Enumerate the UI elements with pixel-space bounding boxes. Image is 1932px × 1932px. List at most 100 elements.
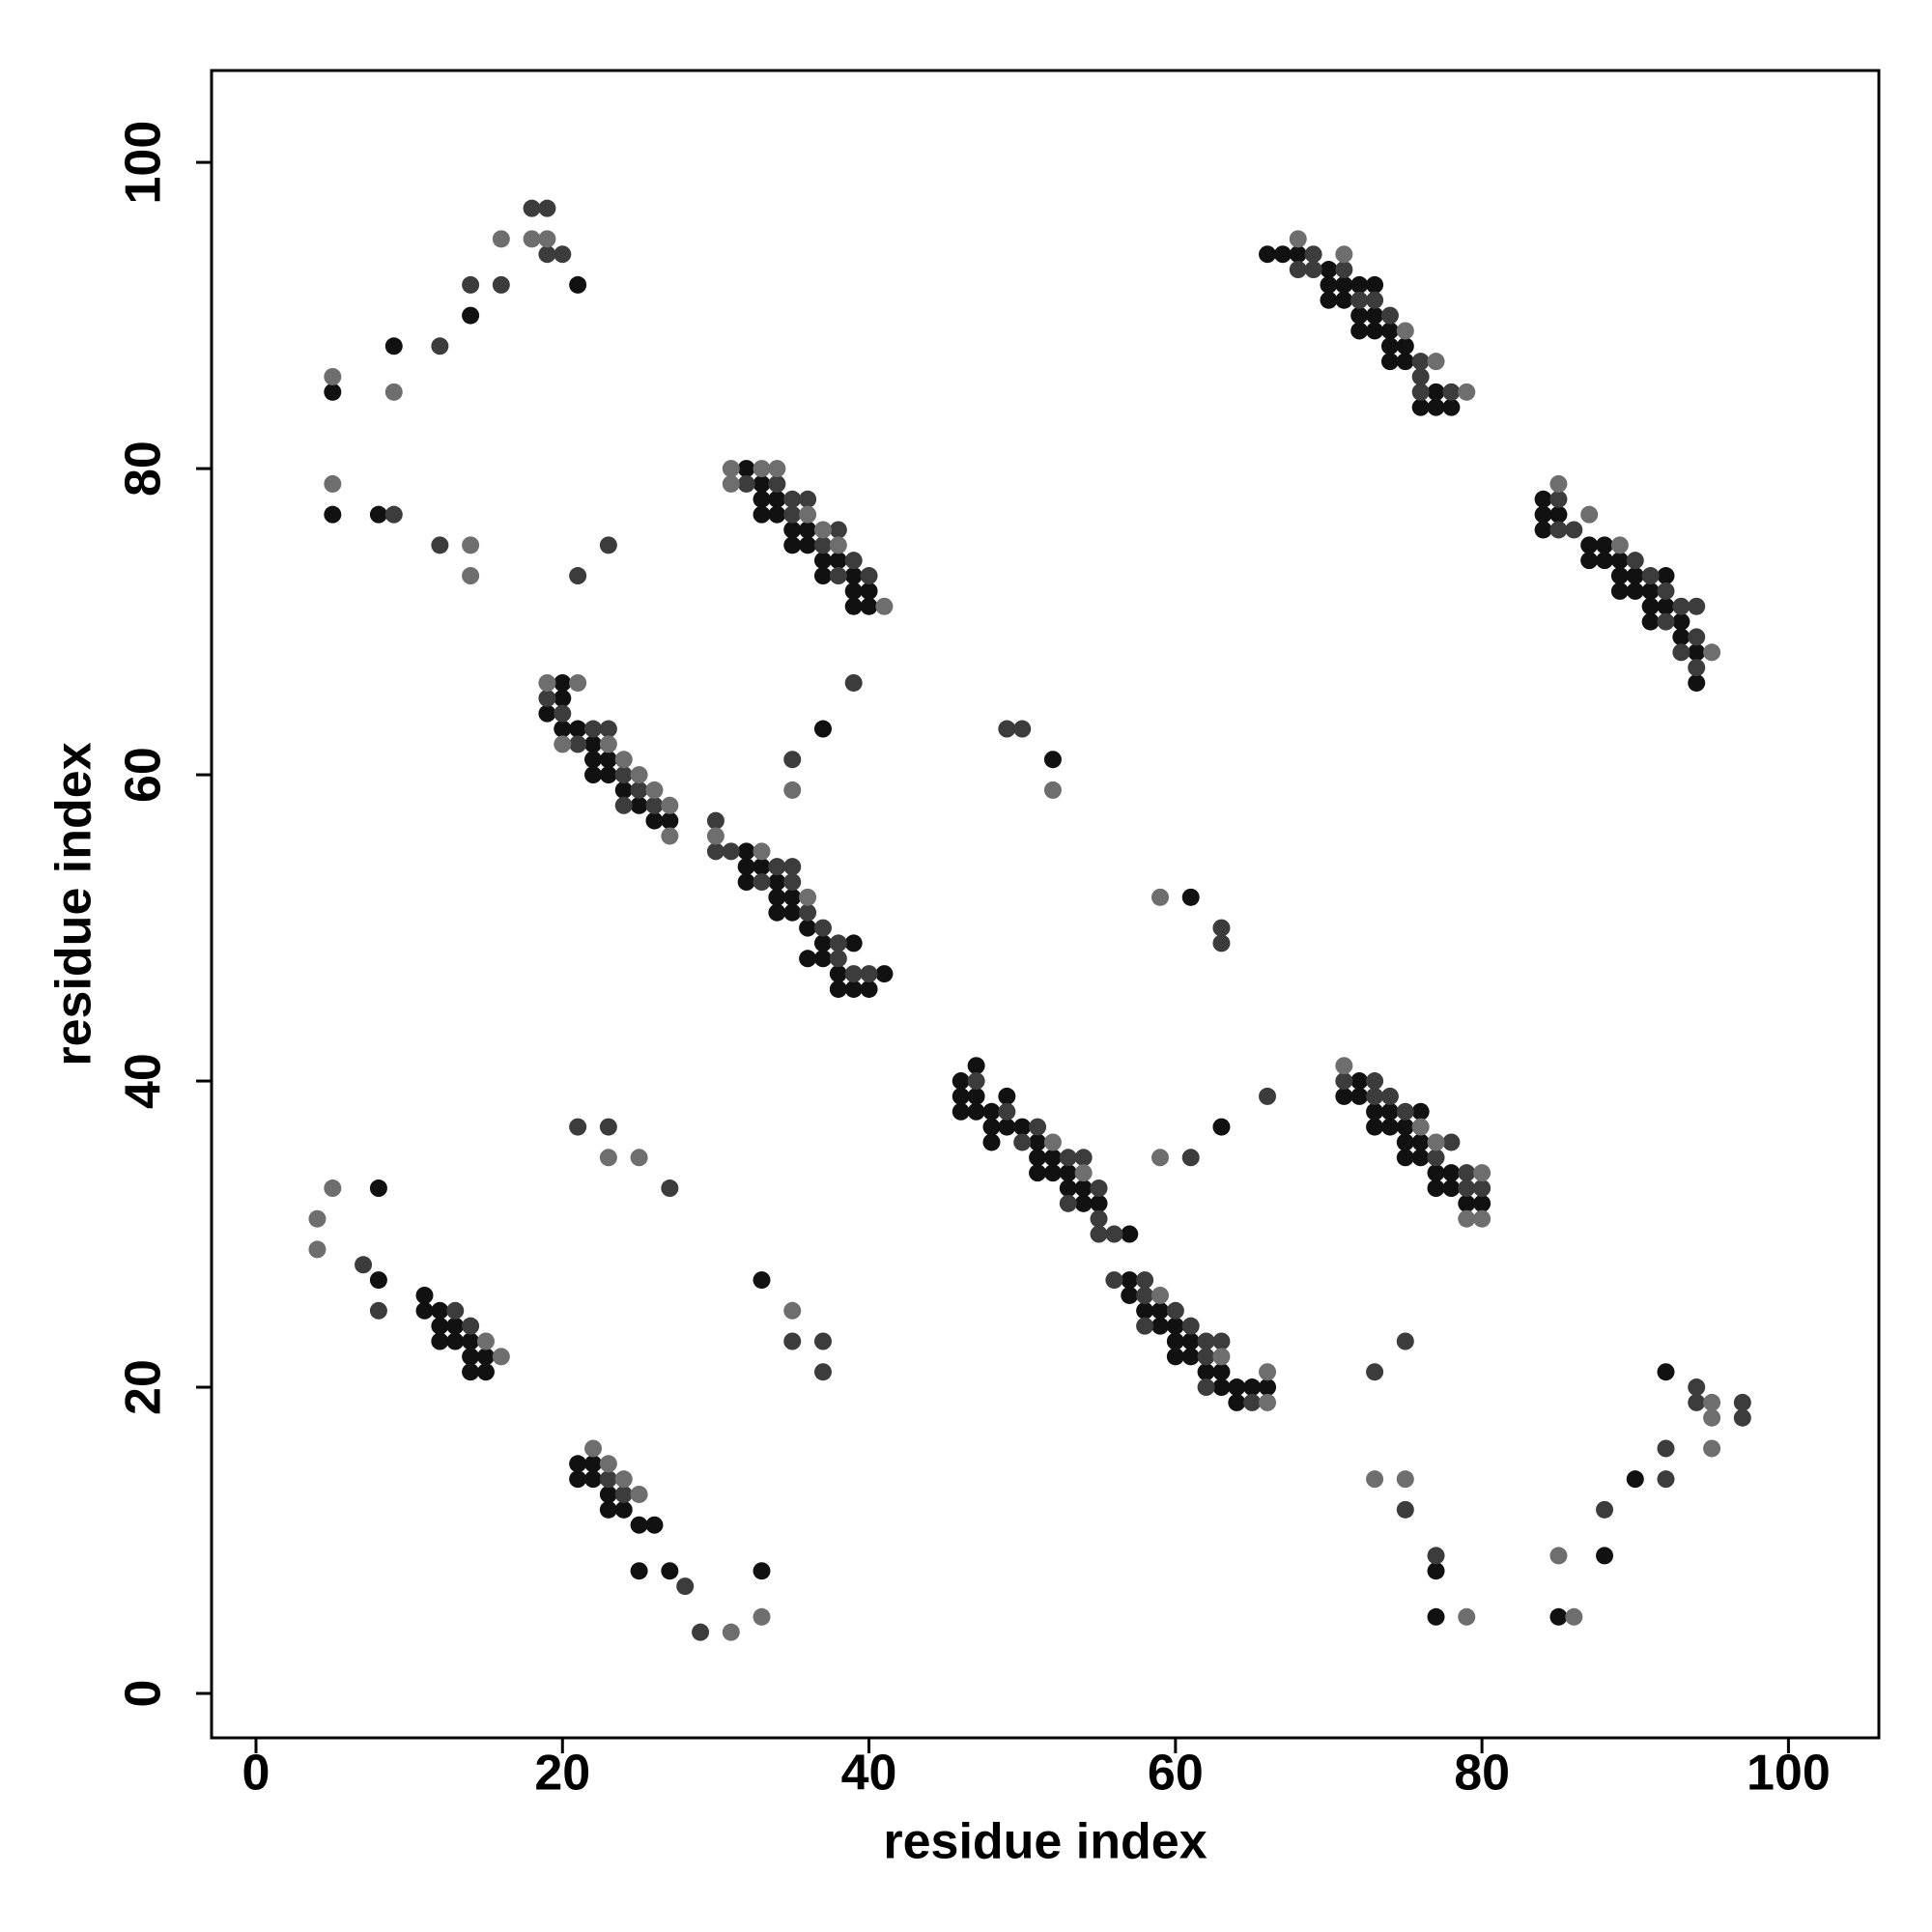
x-tick-label: 0 <box>242 1746 270 1802</box>
point <box>844 980 863 998</box>
point <box>813 1332 832 1350</box>
point <box>813 1363 832 1381</box>
point <box>1411 1102 1430 1121</box>
point <box>1181 1149 1200 1167</box>
point <box>1105 1225 1123 1243</box>
point <box>1703 643 1721 662</box>
point <box>783 505 802 524</box>
point <box>1596 552 1614 570</box>
point <box>1427 1547 1445 1565</box>
point <box>1657 1439 1675 1458</box>
point <box>584 766 603 784</box>
point <box>1366 275 1384 294</box>
point <box>1090 1209 1108 1228</box>
point <box>1151 1286 1169 1304</box>
point <box>1166 1332 1184 1350</box>
point <box>1166 1301 1184 1320</box>
point <box>768 474 786 493</box>
point <box>538 673 556 692</box>
point <box>844 597 863 615</box>
point <box>369 1271 387 1290</box>
point <box>1534 505 1552 524</box>
point <box>599 751 617 769</box>
point <box>860 980 878 998</box>
point <box>308 1240 327 1259</box>
point <box>692 1623 710 1641</box>
point <box>1212 1118 1231 1136</box>
point <box>844 965 863 983</box>
point <box>768 888 786 906</box>
point <box>1366 1072 1384 1091</box>
point <box>1320 261 1338 279</box>
point <box>1442 1164 1461 1182</box>
point <box>1580 552 1599 570</box>
point <box>523 199 541 217</box>
point <box>538 704 556 723</box>
point <box>1289 230 1307 248</box>
point <box>722 1623 740 1641</box>
point <box>554 735 572 753</box>
point <box>799 536 817 554</box>
point <box>783 1301 802 1320</box>
point <box>645 811 664 830</box>
point <box>1228 1393 1246 1411</box>
point <box>844 567 863 585</box>
point <box>1626 552 1644 570</box>
point <box>753 842 771 861</box>
point <box>1657 567 1675 585</box>
point <box>569 1455 587 1473</box>
point <box>1259 1363 1277 1381</box>
point <box>1610 567 1629 585</box>
point <box>706 827 724 845</box>
point <box>1411 383 1430 401</box>
point <box>998 1102 1016 1121</box>
point <box>614 796 633 814</box>
point <box>1335 291 1353 309</box>
point <box>324 1179 342 1198</box>
point <box>1090 1179 1108 1198</box>
point <box>753 460 771 478</box>
point <box>753 490 771 508</box>
y-tick-label: 60 <box>116 747 172 803</box>
point <box>1166 1317 1184 1335</box>
point <box>355 1256 373 1274</box>
point <box>384 337 403 355</box>
point <box>1212 1363 1231 1381</box>
point <box>1366 291 1384 309</box>
point <box>645 796 664 814</box>
point <box>584 720 603 738</box>
point <box>584 1455 603 1473</box>
point <box>1458 1209 1476 1228</box>
point <box>492 1348 510 1366</box>
point <box>799 888 817 906</box>
point <box>1121 1271 1139 1290</box>
point <box>982 1118 1001 1136</box>
point <box>1396 322 1414 340</box>
point <box>462 1332 480 1350</box>
point <box>829 950 847 968</box>
point <box>1396 1118 1414 1136</box>
point <box>431 1317 449 1335</box>
point <box>1043 1164 1062 1182</box>
point <box>1197 1378 1215 1397</box>
point <box>1396 1332 1414 1350</box>
point <box>630 766 648 784</box>
y-tick-label: 80 <box>116 440 172 497</box>
point <box>753 873 771 892</box>
point <box>630 1562 648 1580</box>
point <box>1565 521 1583 539</box>
point <box>1672 597 1690 615</box>
point <box>1427 398 1445 416</box>
point <box>554 689 572 707</box>
x-tick-label: 60 <box>1148 1746 1204 1802</box>
point <box>844 673 863 692</box>
point <box>324 505 342 524</box>
point <box>1151 1317 1169 1335</box>
point <box>569 1118 587 1136</box>
point <box>569 735 587 753</box>
point <box>569 1470 587 1489</box>
point <box>1427 1149 1445 1167</box>
point <box>783 521 802 539</box>
